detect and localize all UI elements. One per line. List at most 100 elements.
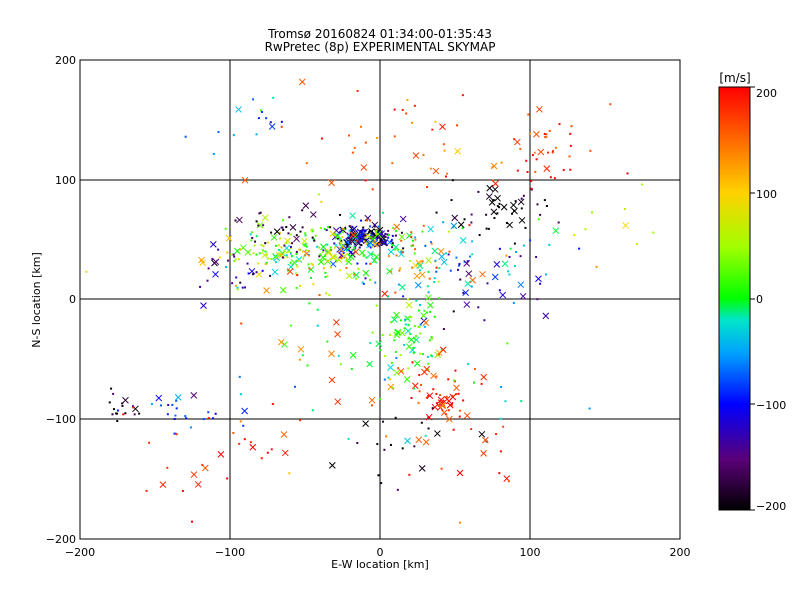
data-point-cross (403, 376, 411, 383)
data-point-cross (418, 464, 426, 472)
data-point-cross (279, 286, 287, 294)
data-point-cross (494, 194, 501, 202)
data-point (520, 207, 523, 210)
data-point (226, 251, 229, 254)
data-point (255, 253, 258, 256)
data-point (509, 247, 512, 250)
x-tick-label: 0 (377, 546, 384, 559)
data-point (411, 121, 414, 124)
data-point (242, 424, 245, 427)
data-point (368, 230, 371, 233)
data-point (254, 240, 257, 243)
data-point (391, 246, 394, 249)
data-point (457, 392, 460, 395)
data-point (207, 267, 210, 270)
data-point (536, 298, 539, 301)
data-point (425, 186, 428, 189)
data-point (250, 239, 253, 242)
data-point (525, 159, 528, 162)
data-point (498, 247, 501, 250)
data-point (547, 151, 550, 154)
data-point (410, 231, 413, 234)
data-point (370, 231, 373, 234)
data-point (366, 219, 369, 222)
data-point (233, 255, 236, 258)
data-point-cross (459, 237, 467, 244)
data-point (217, 130, 220, 133)
data-point (364, 179, 367, 182)
data-point (470, 221, 473, 224)
data-point-cross (309, 211, 317, 218)
data-point (404, 318, 407, 321)
data-point-cross (488, 199, 496, 206)
data-point (394, 248, 397, 251)
data-point (377, 225, 380, 228)
data-point (496, 205, 499, 208)
data-point (387, 255, 390, 258)
data-point (426, 311, 429, 314)
data-point (442, 143, 445, 146)
data-point (380, 241, 383, 244)
data-point-cross (443, 395, 451, 403)
data-point (456, 268, 459, 271)
data-point (319, 227, 322, 230)
data-point (636, 243, 639, 246)
data-point (167, 403, 170, 406)
data-point-cross (478, 430, 486, 438)
data-point (524, 226, 527, 229)
data-point (431, 407, 434, 410)
data-point (446, 172, 449, 175)
data-point-cross (463, 301, 471, 308)
data-point (435, 392, 438, 395)
data-point (307, 263, 310, 266)
data-point (451, 403, 454, 406)
data-point-cross (517, 281, 525, 289)
data-point (591, 211, 594, 214)
data-point (393, 108, 396, 111)
data-point (282, 219, 285, 222)
data-point (429, 310, 432, 313)
data-point (513, 265, 516, 268)
data-point (405, 112, 408, 115)
data-point (307, 253, 310, 256)
data-point (428, 339, 431, 342)
data-point (260, 109, 263, 112)
data-point-cross (349, 351, 357, 359)
data-point (526, 170, 529, 173)
data-point (530, 179, 533, 182)
data-point (310, 262, 313, 265)
y-tick-label: 100 (55, 174, 76, 187)
data-point-cross (439, 123, 446, 131)
data-point (539, 282, 542, 285)
data-point (370, 404, 373, 407)
data-point (295, 253, 298, 256)
data-point (368, 278, 371, 281)
data-point (302, 243, 305, 246)
data-point (417, 325, 420, 328)
data-point (530, 187, 533, 190)
data-point (409, 333, 412, 336)
data-point (401, 370, 404, 373)
data-point (290, 255, 293, 258)
data-point (185, 417, 188, 420)
data-point (456, 124, 459, 127)
data-point (433, 315, 436, 318)
data-point (289, 261, 292, 264)
data-point (435, 266, 438, 269)
data-point-cross (368, 396, 376, 404)
data-point (239, 393, 242, 396)
data-point (426, 285, 429, 288)
data-point (377, 474, 380, 477)
data-point (370, 234, 373, 237)
data-point (295, 272, 298, 275)
data-point (246, 262, 249, 265)
data-point-cross (337, 246, 344, 253)
data-point (418, 326, 421, 329)
data-point (427, 291, 430, 294)
data-point (334, 244, 337, 247)
data-point (483, 319, 486, 322)
data-point-cross (201, 464, 209, 472)
data-point (528, 132, 531, 135)
data-point (513, 242, 516, 245)
data-point (485, 213, 488, 216)
